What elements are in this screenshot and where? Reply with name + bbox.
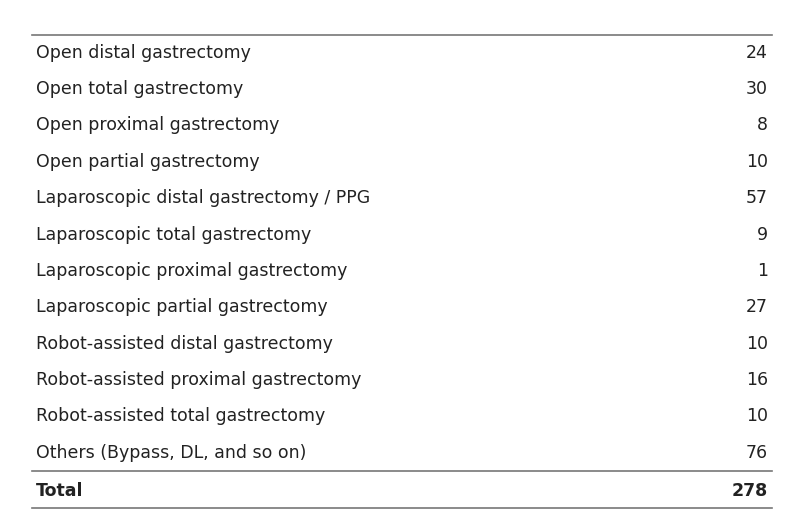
Text: Robot-assisted proximal gastrectomy: Robot-assisted proximal gastrectomy	[36, 371, 362, 389]
Text: 76: 76	[746, 444, 768, 462]
Text: 278: 278	[732, 481, 768, 500]
Text: Open partial gastrectomy: Open partial gastrectomy	[36, 153, 260, 171]
Text: 10: 10	[746, 153, 768, 171]
Text: Open distal gastrectomy: Open distal gastrectomy	[36, 44, 251, 62]
Text: 10: 10	[746, 335, 768, 353]
Text: Laparoscopic partial gastrectomy: Laparoscopic partial gastrectomy	[36, 298, 328, 316]
Text: 9: 9	[757, 226, 768, 244]
Text: Laparoscopic distal gastrectomy / PPG: Laparoscopic distal gastrectomy / PPG	[36, 189, 370, 207]
Text: 10: 10	[746, 408, 768, 425]
Text: Others (Bypass, DL, and so on): Others (Bypass, DL, and so on)	[36, 444, 306, 462]
Text: Open proximal gastrectomy: Open proximal gastrectomy	[36, 117, 279, 135]
Text: 1: 1	[757, 262, 768, 280]
Text: 27: 27	[746, 298, 768, 316]
Text: Laparoscopic proximal gastrectomy: Laparoscopic proximal gastrectomy	[36, 262, 347, 280]
Text: Total: Total	[36, 481, 83, 500]
Text: Robot-assisted total gastrectomy: Robot-assisted total gastrectomy	[36, 408, 326, 425]
Text: 30: 30	[746, 80, 768, 98]
Text: 8: 8	[757, 117, 768, 135]
Text: Laparoscopic total gastrectomy: Laparoscopic total gastrectomy	[36, 226, 311, 244]
Text: 57: 57	[746, 189, 768, 207]
Text: Open total gastrectomy: Open total gastrectomy	[36, 80, 243, 98]
Text: 16: 16	[746, 371, 768, 389]
Text: 24: 24	[746, 44, 768, 62]
Text: Robot-assisted distal gastrectomy: Robot-assisted distal gastrectomy	[36, 335, 333, 353]
